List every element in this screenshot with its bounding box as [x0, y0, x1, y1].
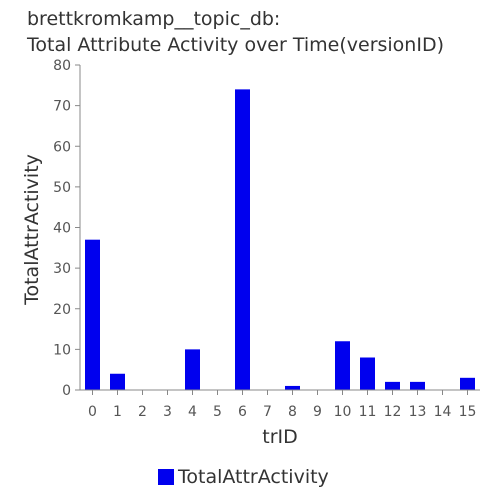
x-tick-label-7: 7	[263, 404, 272, 420]
bar-0	[85, 239, 100, 390]
x-tick-label-0: 0	[88, 404, 97, 420]
chart-title-line-1: brettkromkamp__topic_db:	[27, 8, 281, 30]
y-axis: 0 10 20 30 40 50 60 70 80	[53, 58, 80, 399]
y-tick-label-50: 50	[53, 180, 71, 196]
legend: TotalAttrActivity	[158, 466, 329, 488]
bar-15	[460, 377, 475, 390]
x-tick-label-10: 10	[334, 404, 352, 420]
bar-4	[185, 349, 200, 390]
y-tick-label-80: 80	[53, 58, 71, 74]
x-tick-label-1: 1	[113, 404, 122, 420]
y-tick-label-40: 40	[53, 221, 71, 237]
x-tick-label-12: 12	[384, 404, 402, 420]
x-axis-label: trID	[262, 426, 298, 448]
bar-11	[360, 357, 375, 390]
x-tick-label-2: 2	[138, 404, 147, 420]
bar-1	[110, 373, 125, 390]
x-tick-label-15: 15	[459, 404, 477, 420]
y-tick-label-10: 10	[53, 342, 71, 358]
chart-title-line-2: Total Attribute Activity over Time(versi…	[27, 34, 444, 56]
x-axis: 0 1 2 3 4 5 6 7 8 9 10 11 12 13 14 15	[88, 390, 476, 420]
x-tick-label-11: 11	[359, 404, 377, 420]
bar-6	[235, 89, 250, 390]
x-tick-label-6: 6	[238, 404, 247, 420]
legend-swatch	[158, 469, 174, 485]
bar-13	[410, 381, 425, 390]
y-tick-label-0: 0	[62, 383, 71, 399]
x-tick-label-3: 3	[163, 404, 172, 420]
x-tick-label-4: 4	[188, 404, 197, 420]
chart-title: brettkromkamp__topic_db: Total Attribute…	[27, 6, 497, 58]
x-tick-label-5: 5	[213, 404, 222, 420]
bars	[85, 89, 475, 390]
x-tick-label-9: 9	[313, 404, 322, 420]
bar-10	[335, 341, 350, 390]
x-tick-label-14: 14	[434, 404, 452, 420]
x-tick-label-13: 13	[409, 404, 427, 420]
y-tick-label-30: 30	[53, 261, 71, 277]
bar-8	[285, 385, 300, 390]
bar-12	[385, 381, 400, 390]
y-tick-label-60: 60	[53, 139, 71, 155]
legend-label: TotalAttrActivity	[178, 466, 329, 488]
y-tick-label-20: 20	[53, 302, 71, 318]
x-tick-label-8: 8	[288, 404, 297, 420]
y-tick-label-70: 70	[53, 99, 71, 115]
y-axis-label: TotalAttrActivity	[21, 154, 43, 306]
